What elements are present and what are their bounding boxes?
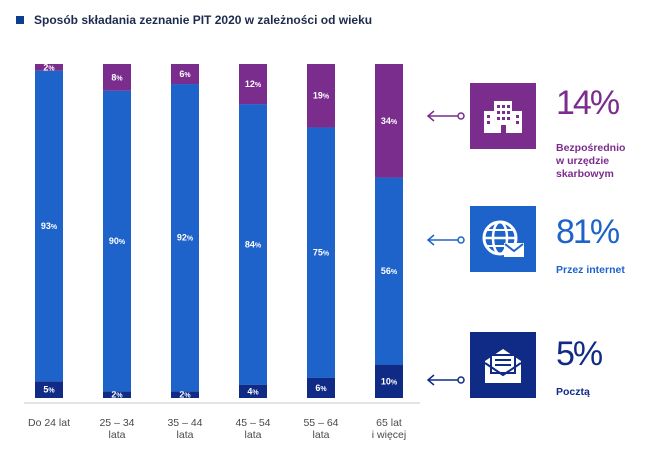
bar-segment [35, 381, 63, 398]
bar-segment [171, 64, 199, 85]
legend-percent-internet: 81% [556, 213, 620, 251]
legend-label-line: w urzędzie [556, 155, 610, 167]
x-tick-label: 45 – 54 [235, 417, 270, 429]
bar-segment [307, 64, 335, 128]
data-label: 2% [111, 390, 123, 400]
data-label: 6% [315, 383, 327, 393]
legend-label-line: Pocztą [556, 386, 590, 398]
bar-segment [239, 104, 267, 385]
data-label: 19% [313, 91, 330, 101]
arrow-left-icon [426, 374, 465, 386]
arrow-left-icon [426, 234, 465, 246]
legend-label-internet: Przez internet [556, 264, 625, 277]
bar-segment [103, 90, 131, 392]
x-tick-label: lata [177, 429, 194, 441]
title-marker [16, 16, 24, 24]
globe-mail-icon [482, 220, 524, 257]
bar-segment [35, 64, 63, 71]
data-label: 8% [111, 72, 123, 82]
bar-segment [375, 364, 403, 398]
bar-segment [35, 70, 63, 382]
data-label: 92% [177, 233, 194, 243]
bar-segment [375, 64, 403, 178]
bar-segment [307, 127, 335, 378]
chart-title: Sposób składania zeznanie PIT 2020 w zal… [34, 13, 373, 27]
legend-label-post: Pocztą [556, 386, 590, 399]
bar-segment [239, 64, 267, 105]
data-label: 2% [179, 390, 191, 400]
legend-percent-post: 5% [556, 335, 603, 373]
legend-label-line: skarbowym [556, 168, 614, 180]
arrow-left-icon [426, 110, 465, 122]
x-tick-label: 65 lat [376, 417, 402, 429]
office-building-icon [484, 101, 522, 133]
bar-segment [375, 177, 403, 365]
bar-segment [171, 84, 199, 392]
x-tick-label: lata [313, 429, 330, 441]
x-tick-label: lata [109, 429, 126, 441]
bar-segment [307, 377, 335, 398]
bar-segment [171, 391, 199, 398]
x-tick-label: 55 – 64 [303, 417, 338, 429]
bar-segment [239, 384, 267, 398]
x-tick-label: 25 – 34 [99, 417, 134, 429]
legend-icon-box-internet [470, 206, 536, 272]
data-label: 84% [245, 239, 262, 249]
data-label: 75% [313, 248, 330, 258]
legend-icon-box-office [470, 83, 536, 149]
x-tick-label: Do 24 lat [28, 417, 70, 429]
chart-header: Sposób składania zeznanie PIT 2020 w zal… [16, 12, 372, 28]
legend-percent-office: 14% [556, 84, 620, 122]
x-tick-label: lata [245, 429, 262, 441]
bar-segment [103, 391, 131, 398]
legend-icon-box-post [470, 332, 536, 398]
data-label: 10% [381, 376, 398, 386]
data-label: 6% [179, 69, 191, 79]
data-label: 90% [109, 236, 126, 246]
data-label: 4% [247, 386, 259, 396]
envelope-letter-icon [484, 349, 522, 383]
legend-label-office: Bezpośrednio w urzędzie skarbowym [556, 142, 625, 181]
legend-label-line: Bezpośrednio [556, 142, 626, 154]
data-label: 12% [245, 79, 262, 89]
x-tick-label: i więcej [372, 429, 406, 441]
data-label: 2% [43, 62, 55, 72]
data-label: 93% [41, 221, 58, 231]
x-tick-label: 35 – 44 [167, 417, 202, 429]
legend-label-line: Przez internet [556, 264, 625, 276]
data-label: 34% [381, 116, 398, 126]
data-label: 56% [381, 266, 398, 276]
bar-segment [103, 64, 131, 91]
data-label: 5% [43, 385, 55, 395]
